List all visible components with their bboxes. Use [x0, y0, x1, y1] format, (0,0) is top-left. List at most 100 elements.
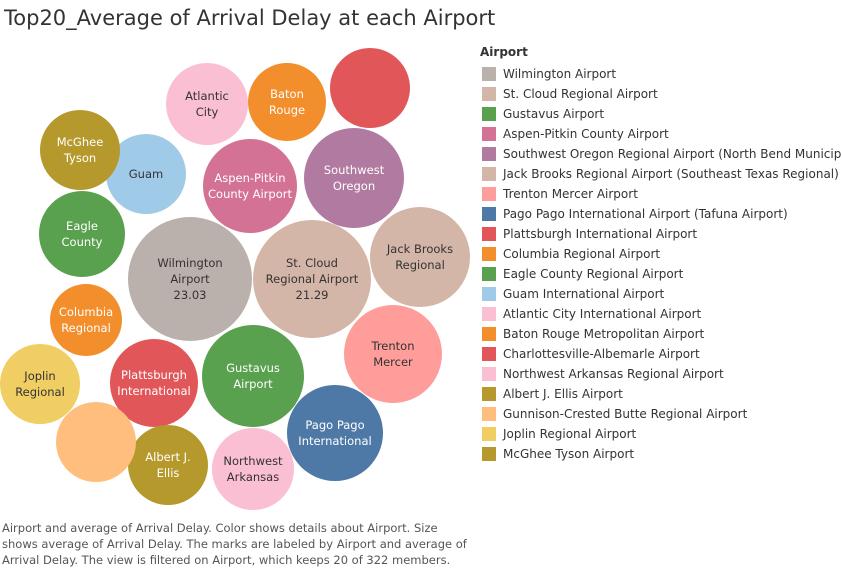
legend-label: Gunnison-Crested Butte Regional Airport: [503, 407, 748, 421]
legend-item-gustavus-airport[interactable]: Gustavus Airport: [480, 104, 835, 124]
bubble-mark[interactable]: [128, 425, 208, 505]
bubble-mark[interactable]: [304, 128, 404, 228]
legend-item-albert-j-ellis-airport[interactable]: Albert J. Ellis Airport: [480, 384, 835, 404]
legend-item-aspen-pitkin-county-airport[interactable]: Aspen-Pitkin County Airport: [480, 124, 835, 144]
legend-item-trenton-mercer-airport[interactable]: Trenton Mercer Airport: [480, 184, 835, 204]
legend-swatch: [482, 207, 496, 221]
bubble-mark[interactable]: [248, 63, 326, 141]
legend-label: Gustavus Airport: [503, 107, 605, 121]
bubble-charlottesville-albemarle-airport[interactable]: [330, 48, 410, 128]
legend-item-guam-international-airport[interactable]: Guam International Airport: [480, 284, 835, 304]
bubble-mark[interactable]: [344, 305, 442, 403]
legend-label: Charlottesville-Albemarle Airport: [503, 347, 700, 361]
legend-label: Columbia Regional Airport: [503, 247, 661, 261]
legend-swatch: [482, 387, 496, 401]
bubble-mark[interactable]: [110, 339, 198, 427]
bubble-gunnison-crested-butte-regional-airport[interactable]: [56, 402, 136, 482]
legend: Airport Wilmington Airport St. Cloud Regi…: [480, 44, 842, 464]
bubble-joplin-regional-airport[interactable]: Joplin Regional: [0, 344, 80, 424]
bubble-st-cloud-regional-airport[interactable]: St. Cloud Regional Airport 21.29: [253, 220, 371, 338]
chart-caption: Airport and average of Arrival Delay. Co…: [2, 521, 467, 567]
legend-label: Jack Brooks Regional Airport (Southeast …: [503, 167, 839, 181]
bubble-mcghee-tyson-airport[interactable]: McGhee Tyson: [40, 110, 120, 190]
bubble-mark[interactable]: [202, 325, 304, 427]
legend-item-joplin-regional-airport[interactable]: Joplin Regional Airport: [480, 424, 835, 444]
legend-item-baton-rouge-metropolitan-airport[interactable]: Baton Rouge Metropolitan Airport: [480, 324, 835, 344]
legend-label: Aspen-Pitkin County Airport: [503, 127, 669, 141]
legend-label: Guam International Airport: [503, 287, 665, 301]
bubble-guam-international-airport[interactable]: Guam: [106, 134, 186, 214]
legend-swatch: [482, 87, 496, 101]
legend-item-wilmington-airport[interactable]: Wilmington Airport: [480, 64, 835, 84]
bubble-mark[interactable]: [50, 284, 122, 356]
bubble-label: Arkansas: [227, 470, 279, 484]
bubble-jack-brooks-regional-airport-southeast-texas-regional[interactable]: Jack Brooks Regional: [370, 207, 470, 307]
bubble-aspen-pitkin-county-airport[interactable]: Aspen-Pitkin County Airport: [203, 139, 297, 233]
bubble-label: County: [62, 235, 103, 249]
bubble-label: Southwest: [324, 163, 385, 177]
legend-item-gunnison-crested-butte-regional-airport[interactable]: Gunnison-Crested Butte Regional Airport: [480, 404, 835, 424]
bubble-trenton-mercer-airport[interactable]: Trenton Mercer: [344, 305, 442, 403]
bubble-wilmington-airport[interactable]: Wilmington Airport 23.03: [128, 217, 252, 341]
chart-title: Top20_Average of Arrival Delay at each A…: [4, 6, 496, 30]
legend-label: Pago Pago International Airport (Tafuna …: [503, 207, 788, 221]
legend-item-pago-pago-international-airport-tafuna-airport[interactable]: Pago Pago International Airport (Tafuna …: [480, 204, 835, 224]
legend-label: Joplin Regional Airport: [503, 427, 637, 441]
legend-swatch: [482, 327, 496, 341]
bubble-gustavus-airport[interactable]: Gustavus Airport: [202, 325, 304, 427]
bubble-label: Wilmington: [157, 256, 222, 270]
legend-item-mcghee-tyson-airport[interactable]: McGhee Tyson Airport: [480, 444, 835, 464]
legend-swatch: [482, 67, 496, 81]
bubble-label: Ellis: [157, 466, 180, 480]
bubble-mark[interactable]: [203, 139, 297, 233]
legend-item-charlottesville-albemarle-airport[interactable]: Charlottesville-Albemarle Airport: [480, 344, 835, 364]
bubble-albert-j-ellis-airport[interactable]: Albert J. Ellis: [128, 425, 208, 505]
bubble-label: Baton: [270, 87, 304, 101]
legend-swatch: [482, 407, 496, 421]
bubble-label: Eagle: [66, 219, 98, 233]
legend-item-jack-brooks-regional-airport-southeast-texas-regional[interactable]: Jack Brooks Regional Airport (Southeast …: [480, 164, 839, 184]
bubble-chart: Wilmington Airport 23.03 St. Cloud Regional …: [0, 48, 470, 510]
legend-swatch: [482, 267, 496, 281]
legend-item-st-cloud-regional-airport[interactable]: St. Cloud Regional Airport: [480, 84, 835, 104]
legend-item-plattsburgh-international-airport[interactable]: Plattsburgh International Airport: [480, 224, 835, 244]
legend-item-columbia-regional-airport[interactable]: Columbia Regional Airport: [480, 244, 835, 264]
bubble-label: Atlantic: [185, 89, 229, 103]
bubble-label: Gustavus: [226, 361, 280, 375]
bubble-northwest-arkansas-regional-airport[interactable]: Northwest Arkansas: [212, 428, 294, 510]
legend-item-atlantic-city-international-airport[interactable]: Atlantic City International Airport: [480, 304, 835, 324]
legend-item-northwest-arkansas-regional-airport[interactable]: Northwest Arkansas Regional Airport: [480, 364, 835, 384]
bubble-label: Plattsburgh: [121, 368, 187, 382]
bubble-mark[interactable]: [330, 48, 410, 128]
bubble-mark[interactable]: [166, 63, 248, 145]
bubble-mark[interactable]: [40, 110, 120, 190]
bubble-atlantic-city-international-airport[interactable]: Atlantic City: [166, 63, 248, 145]
bubble-columbia-regional-airport[interactable]: Columbia Regional: [50, 284, 122, 356]
bubble-baton-rouge-metropolitan-airport[interactable]: Baton Rouge: [248, 63, 326, 141]
bubble-mark[interactable]: [287, 385, 383, 481]
bubble-label: Regional: [15, 385, 65, 399]
legend-item-eagle-county-regional-airport[interactable]: Eagle County Regional Airport: [480, 264, 835, 284]
bubble-mark[interactable]: [370, 207, 470, 307]
bubble-mark[interactable]: [0, 344, 80, 424]
legend-swatch: [482, 147, 496, 161]
bubble-mark[interactable]: [56, 402, 136, 482]
bubble-label: Oregon: [333, 179, 375, 193]
legend-swatch: [482, 367, 496, 381]
bubble-mark[interactable]: [253, 220, 371, 338]
bubble-mark[interactable]: [128, 217, 252, 341]
bubble-label: Guam: [129, 167, 163, 181]
bubble-pago-pago-international-airport-tafuna-airport[interactable]: Pago Pago International: [287, 385, 383, 481]
legend-label: Wilmington Airport: [503, 67, 617, 81]
legend-item-southwest-oregon-regional-airport-north-bend-municipal[interactable]: Southwest Oregon Regional Airport (North…: [480, 144, 842, 164]
bubble-southwest-oregon-regional-airport-north-bend-municipal[interactable]: Southwest Oregon: [304, 128, 404, 228]
bubble-mark[interactable]: [106, 134, 186, 214]
bubble-mark[interactable]: [39, 191, 125, 277]
bubble-plattsburgh-international-airport[interactable]: Plattsburgh International: [110, 339, 198, 427]
bubble-mark[interactable]: [212, 428, 294, 510]
legend-label: Eagle County Regional Airport: [503, 267, 684, 281]
legend-swatch: [482, 187, 496, 201]
bubble-label: 21.29: [296, 288, 329, 302]
legend-swatch: [482, 247, 496, 261]
bubble-eagle-county-regional-airport[interactable]: Eagle County: [39, 191, 125, 277]
